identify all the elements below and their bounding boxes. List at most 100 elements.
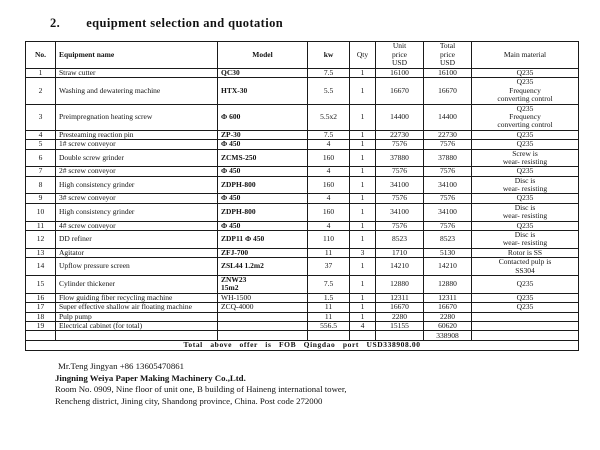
cell-qty: 3 <box>349 247 376 259</box>
cell-model: QC30 <box>217 67 308 79</box>
cell-total-price: 5130 <box>423 247 472 259</box>
cell-total-price: 34100 <box>423 202 472 222</box>
cell-equipment-name: Upflow pressure screen <box>55 257 218 276</box>
cell-no: 9 <box>25 193 56 204</box>
cell-total-price: 60620 <box>423 320 472 332</box>
table-row: 7 2# screw conveyor Φ 450 4 1 7576 7576 … <box>25 166 579 177</box>
cell-total-price: 7576 <box>423 220 472 232</box>
cell-unit-price: 16100 <box>375 67 424 79</box>
address-line-1: Room No. 0909, Nine floor of unit one, B… <box>55 384 347 395</box>
header-total-price: Total price USD <box>423 41 472 69</box>
table-row: 3 Preimpregnation heating screw Φ 600 5.… <box>25 103 579 131</box>
address-line-2: Rencheng district, Jining city, Shandong… <box>55 396 323 407</box>
cell-unit-price: 34100 <box>375 175 424 195</box>
cell-unit-price: 12880 <box>375 274 424 294</box>
cell-no: 19 <box>25 320 56 332</box>
header-unit-price: Unit price USD <box>375 41 424 69</box>
cell-total-price: 12880 <box>423 274 472 294</box>
cell-model: ZSL44 1.2m2 <box>217 257 308 276</box>
cell-unit-price: 14210 <box>375 257 424 276</box>
table-row: 17 Super effective shallow air floating … <box>25 302 579 313</box>
cell-unit-price: 16670 <box>375 302 424 313</box>
cell-no: 15 <box>25 274 56 294</box>
cell-qty: 1 <box>349 274 376 294</box>
cell-unit-price: 16670 <box>375 77 424 105</box>
cell-model: Φ 450 <box>217 220 308 232</box>
cell-model: ZDPH-800 <box>217 202 308 222</box>
cell-total-price: 8523 <box>423 230 472 249</box>
cell-equipment-name: 4# screw conveyor <box>55 220 218 232</box>
table-row: 8 High consistency grinder ZDPH-800 160 … <box>25 175 579 195</box>
cell-equipment-name: Pulp pump <box>55 311 218 322</box>
cell-no: 5 <box>25 139 56 150</box>
quotation-table: No. Equipment name Model kw Qty Unit pri… <box>25 41 579 351</box>
contact-block: Mr.Teng Jingyan +86 13605470861 Jingning… <box>55 361 578 409</box>
subtotal-total-price: 338908 <box>423 330 472 342</box>
cell-model: ZP-30 <box>217 129 308 141</box>
cell-equipment-name: DD refiner <box>55 230 218 249</box>
cell-no: 2 <box>25 77 56 105</box>
cell-equipment-name: High consistency grinder <box>55 175 218 195</box>
cell-equipment-name: High consistency grinder <box>55 202 218 222</box>
cell-no: 4 <box>25 129 56 141</box>
cell-total-price: 12311 <box>423 292 472 304</box>
cell-no: 6 <box>25 148 56 168</box>
cell-kw: 160 <box>307 148 350 168</box>
cell-main-material <box>471 311 579 322</box>
table-row: 16 Flow guiding fiber recycling machine … <box>25 292 579 304</box>
cell-total-price: 16670 <box>423 302 472 313</box>
cell-kw: 7.5 <box>307 67 350 79</box>
cell-qty: 1 <box>349 139 376 150</box>
contact-person: Mr.Teng Jingyan +86 13605470861 <box>58 360 185 371</box>
cell-empty <box>25 330 56 342</box>
cell-qty: 1 <box>349 202 376 222</box>
cell-total-price: 16670 <box>423 77 472 105</box>
cell-main-material: Q235 <box>471 129 579 141</box>
cell-model: ZFJ-700 <box>217 247 308 259</box>
grand-total-row: Total above offer is FOB Qingdao port US… <box>25 340 579 351</box>
section-title: 2. equipment selection and quotation <box>50 16 578 31</box>
cell-kw: 556.5 <box>307 320 350 332</box>
cell-equipment-name: Presteaming reaction pin <box>55 129 218 141</box>
cell-unit-price: 1710 <box>375 247 424 259</box>
section-number: 2. <box>50 16 61 30</box>
cell-kw: 160 <box>307 202 350 222</box>
cell-total-price: 7576 <box>423 139 472 150</box>
cell-kw: 5.5x2 <box>307 103 350 131</box>
cell-kw: 11 <box>307 247 350 259</box>
cell-unit-price: 14400 <box>375 103 424 131</box>
table-body: 1 Straw cutter QC30 7.5 1 16100 16100 Q2… <box>25 67 579 332</box>
cell-model: HTX-30 <box>217 77 308 105</box>
table-row: 2 Washing and dewatering machine HTX-30 … <box>25 77 579 105</box>
cell-empty <box>375 330 424 342</box>
cell-main-material: Q235 <box>471 67 579 79</box>
cell-equipment-name: Cylinder thickener <box>55 274 218 294</box>
table-row: 14 Upflow pressure screen ZSL44 1.2m2 37… <box>25 257 579 276</box>
cell-model: ZCQ-4000 <box>217 302 308 313</box>
cell-equipment-name: Straw cutter <box>55 67 218 79</box>
cell-no: 7 <box>25 166 56 177</box>
table-row: 11 4# screw conveyor Φ 450 4 1 7576 7576… <box>25 220 579 232</box>
cell-total-price: 14400 <box>423 103 472 131</box>
cell-model: Φ 600 <box>217 103 308 131</box>
cell-equipment-name: Flow guiding fiber recycling machine <box>55 292 218 304</box>
cell-qty: 1 <box>349 166 376 177</box>
cell-unit-price: 37880 <box>375 148 424 168</box>
cell-kw: 11 <box>307 302 350 313</box>
cell-main-material: Screw is wear- resisting <box>471 148 579 168</box>
cell-no: 1 <box>25 67 56 79</box>
cell-main-material: Q235 <box>471 193 579 204</box>
cell-qty: 1 <box>349 302 376 313</box>
cell-unit-price: 12311 <box>375 292 424 304</box>
cell-qty: 1 <box>349 103 376 131</box>
cell-kw: 160 <box>307 175 350 195</box>
cell-qty: 1 <box>349 311 376 322</box>
cell-total-price: 2280 <box>423 311 472 322</box>
cell-no: 10 <box>25 202 56 222</box>
cell-no: 8 <box>25 175 56 195</box>
header-model: Model <box>217 41 308 69</box>
table-row: 10 High consistency grinder ZDPH-800 160… <box>25 202 579 222</box>
cell-equipment-name: 1# screw conveyor <box>55 139 218 150</box>
cell-main-material: Q235 <box>471 292 579 304</box>
cell-main-material: Disc is wear- resisting <box>471 230 579 249</box>
